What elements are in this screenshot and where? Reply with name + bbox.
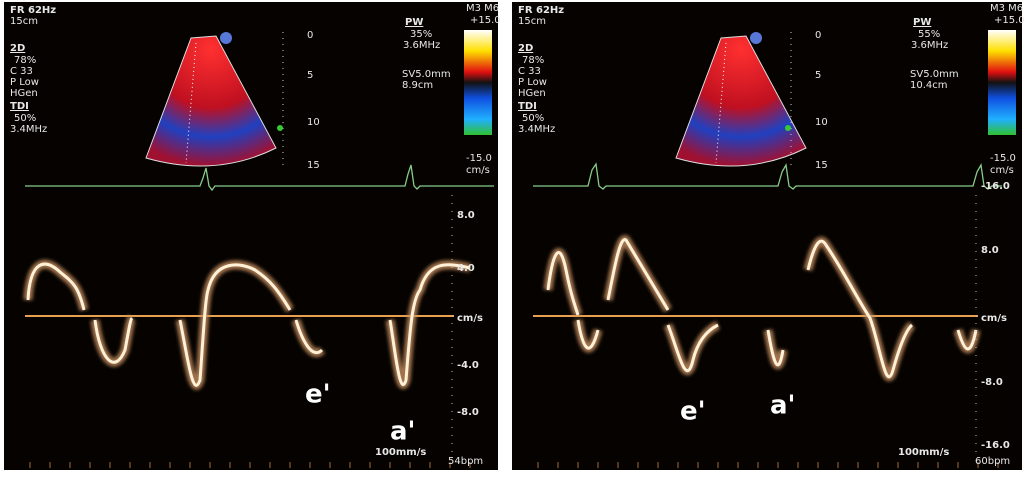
velocity-label: 8.0 [457,210,475,221]
sweep-label: 100mm/s [375,447,426,458]
setting: 35% [410,29,432,40]
sector-image [675,35,807,167]
setting: 78% [522,55,544,66]
depth-label: 0 [307,30,313,41]
setting: P Low [518,77,547,88]
setting: 10.4cm [910,80,948,91]
setting: SV5.0mm [910,69,959,80]
setting: C 33 [10,66,33,77]
depth-label: 0 [815,30,821,41]
header-line: FR 62Hz [10,5,56,16]
cursor-line [185,42,197,164]
sweep-label: 100mm/s [898,447,949,458]
setting: SV5.0mm [402,69,451,80]
heart-rate: 60bpm [975,456,1010,467]
sector-image [145,35,277,167]
depth-label: 5 [815,70,821,81]
setting: C 33 [518,66,541,77]
doppler-waveform [26,262,471,387]
setting: 78% [14,55,36,66]
section-title: PW [405,17,423,28]
depth-label: 5 [307,70,313,81]
probe-label: M3 M6 [990,3,1023,14]
colorbar-unit: cm/s [990,165,1014,176]
section-title: TDI [518,101,537,112]
annotation: a' [770,391,796,421]
section-title: PW [913,17,931,28]
header-line: 15cm [10,16,38,27]
velocity-label: -16.0 [981,440,1010,451]
setting: 3.4MHz [518,124,555,135]
depth-label: 15 [815,160,828,171]
ecg-trace [533,162,1002,190]
section-title: TDI [10,101,29,112]
setting: HGen [10,88,38,99]
velocity-label: -16.0 [981,181,1010,192]
velocity-label: -4.0 [457,360,479,371]
setting: 3.6MHz [403,40,440,51]
probe-label: M3 M6 [466,3,499,14]
setting: 8.9cm [402,80,433,91]
annotation: a' [390,417,416,447]
velocity-label: 8.0 [981,245,999,256]
setting: HGen [518,88,546,99]
velocity-label: -8.0 [981,377,1003,388]
probe-marker [220,32,232,44]
colorbar-bottom: -15.0 [466,153,492,164]
setting: 50% [522,113,544,124]
depth-label: 10 [815,117,828,128]
velocity-label: 4.0 [457,263,475,274]
setting: 55% [918,29,940,40]
section-title: 2D [518,43,533,54]
heart-rate: 54bpm [448,456,483,467]
colorbar-unit: cm/s [466,165,490,176]
gate-marker [785,125,791,131]
colorbar-bottom: -15.0 [990,153,1016,164]
colorbar-top: +15.0 [994,15,1024,26]
velocity-label: -8.0 [457,407,479,418]
gate-marker [277,125,283,131]
annotation: e' [680,397,706,427]
depth-label: 10 [307,117,320,128]
setting: 3.4MHz [10,124,47,135]
setting: 50% [14,113,36,124]
panel-background [4,2,498,470]
header-line: 15cm [518,16,546,27]
probe-marker [750,32,762,44]
section-title: 2D [10,43,25,54]
header-line: FR 62Hz [518,5,564,16]
setting: P Low [10,77,39,88]
annotation: e' [305,380,331,410]
colorbar [464,30,492,135]
colorbar-top: +15.0 [470,15,501,26]
velocity-label: cm/s [981,313,1007,324]
doppler-waveform [546,238,978,379]
setting: 3.6MHz [911,40,948,51]
depth-label: 15 [307,160,320,171]
ecg-trace [25,164,494,192]
cursor-line [715,42,727,164]
colorbar [988,30,1016,135]
velocity-label: cm/s [457,313,483,324]
